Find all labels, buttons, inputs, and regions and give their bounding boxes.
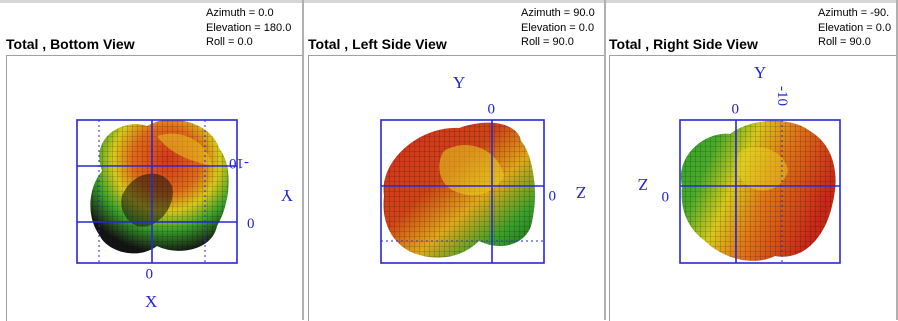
y-zero-label: 0 bbox=[732, 100, 740, 116]
y-axis-label: Y bbox=[281, 186, 293, 205]
panel-separator[interactable] bbox=[604, 0, 606, 320]
panel-top-edge bbox=[304, 0, 604, 3]
axis-frame bbox=[76, 119, 238, 264]
view-parameters: Azimuth = 90.0 Elevation = 0.0 Roll = 90… bbox=[521, 6, 595, 50]
window-right-edge bbox=[896, 0, 898, 320]
panel-right-side-view[interactable]: Total , Right Side View Azimuth = -90. E… bbox=[606, 0, 898, 321]
roll-value: Roll = 0.0 bbox=[206, 36, 253, 48]
panel-top-edge bbox=[606, 0, 898, 3]
panel-separator[interactable] bbox=[302, 0, 304, 320]
y-zero-label: 0 bbox=[488, 100, 496, 116]
y-tick-label: -10 bbox=[774, 86, 790, 106]
view-parameters: Azimuth = 0.0 Elevation = 180.0 Roll = 0… bbox=[206, 6, 291, 50]
pattern-view-area[interactable]: -10 Y 0 0 X bbox=[6, 55, 303, 321]
z-zero-label: 0 bbox=[662, 188, 670, 204]
azimuth-value: Azimuth = -90. bbox=[818, 7, 890, 19]
grid-dashed bbox=[98, 120, 206, 263]
roll-value: Roll = 90.0 bbox=[818, 36, 871, 48]
elevation-value: Elevation = 180.0 bbox=[206, 21, 292, 34]
axis-frame bbox=[380, 119, 545, 264]
radiation-pattern-3d bbox=[383, 122, 535, 258]
elevation-value: Elevation = 0.0 bbox=[818, 21, 892, 34]
pattern-view-area[interactable]: Y -10 0 Z 0 bbox=[609, 55, 898, 321]
panel-title: Total , Bottom View bbox=[6, 36, 135, 52]
axis-frame bbox=[679, 119, 841, 264]
y-axis-label: Y bbox=[754, 63, 766, 82]
z-axis-label: Z bbox=[576, 183, 586, 202]
roll-value: Roll = 90.0 bbox=[521, 36, 574, 48]
x-axis-label: X bbox=[145, 292, 157, 311]
y-axis-label: Y bbox=[453, 73, 465, 92]
y-tick-label: -10 bbox=[229, 155, 249, 171]
radiation-pattern-3d bbox=[90, 119, 229, 254]
panel-title: Total , Right Side View bbox=[609, 36, 758, 52]
panel-left-side-view[interactable]: Total , Left Side View Azimuth = 90.0 El… bbox=[304, 0, 605, 321]
azimuth-value: Azimuth = 90.0 bbox=[521, 7, 595, 19]
panel-top-edge bbox=[0, 0, 302, 3]
z-zero-label: 0 bbox=[549, 187, 557, 203]
panel-bottom-view[interactable]: Total , Bottom View Azimuth = 0.0 Elevat… bbox=[0, 0, 303, 321]
azimuth-value: Azimuth = 0.0 bbox=[206, 7, 274, 19]
y-zero-label: 0 bbox=[247, 216, 255, 232]
x-zero-label: 0 bbox=[146, 265, 154, 281]
panel-title: Total , Left Side View bbox=[308, 36, 447, 52]
pattern-view-area[interactable]: Y 0 0 Z bbox=[308, 55, 605, 321]
view-parameters: Azimuth = -90. Elevation = 0.0 Roll = 90… bbox=[818, 6, 891, 50]
radiation-pattern-3d bbox=[680, 120, 836, 261]
elevation-value: Elevation = 0.0 bbox=[521, 21, 595, 34]
z-axis-label: Z bbox=[638, 175, 648, 194]
